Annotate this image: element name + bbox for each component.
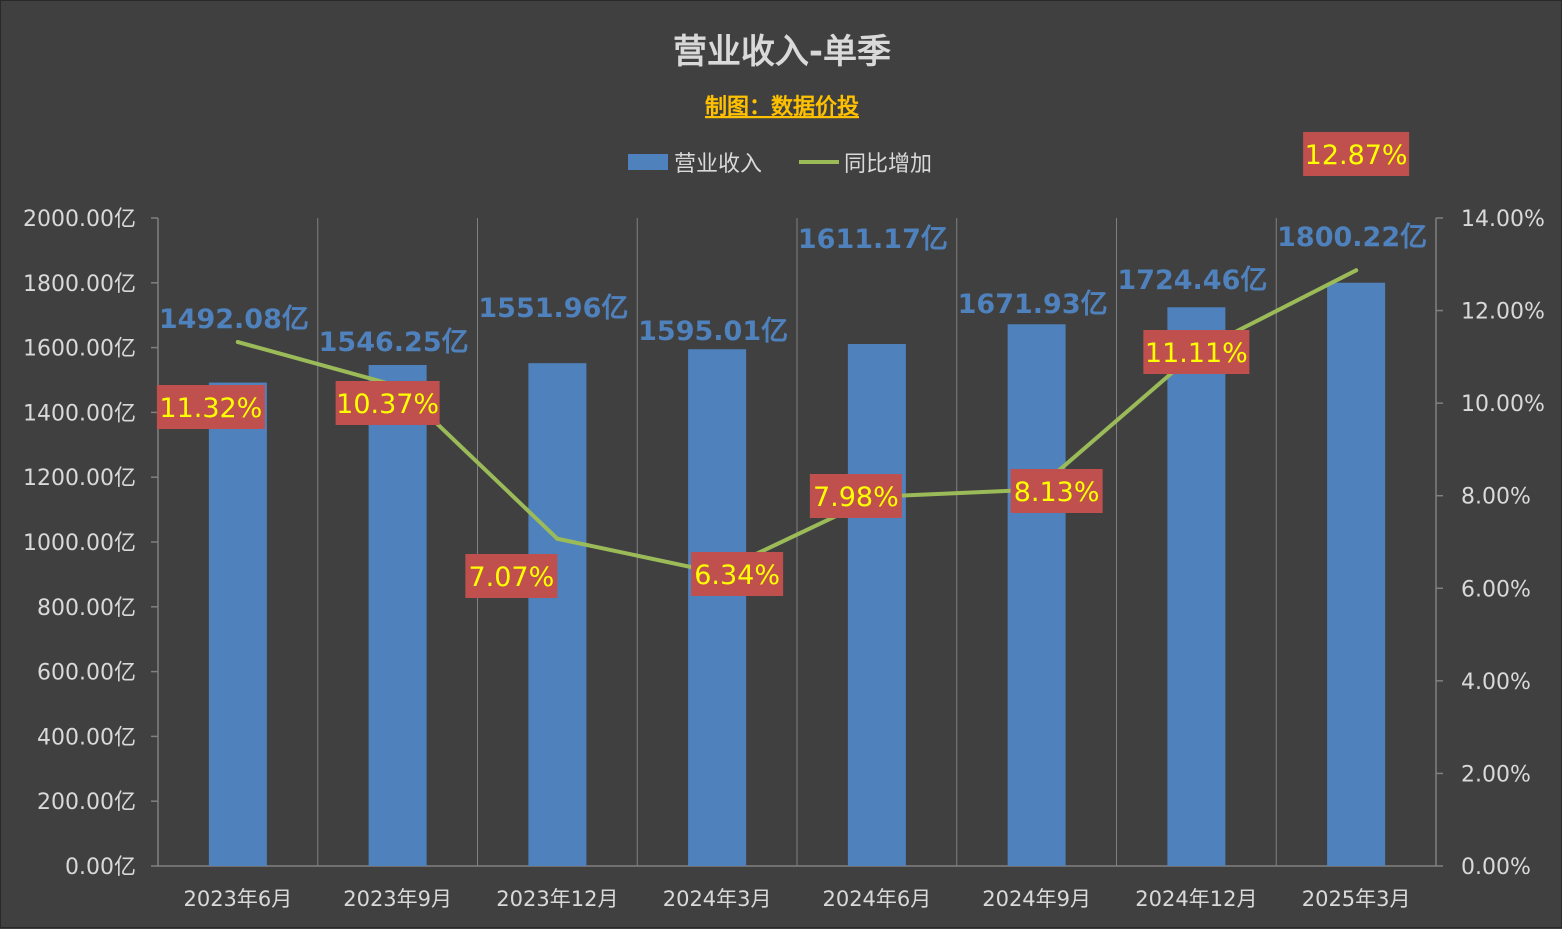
line-data-label-box [1303, 132, 1410, 176]
x-tick-label: 2024年6月 [822, 887, 931, 911]
bar [1167, 307, 1226, 866]
y-right-tick-label: 8.00% [1461, 485, 1531, 510]
y-left-tick-label: 1000.00亿 [23, 531, 136, 556]
y-left-tick-label: 800.00亿 [37, 596, 136, 621]
x-tick-label: 2024年3月 [663, 887, 772, 911]
bar-data-label: 1492.08亿 [159, 304, 309, 335]
line-data-label-box [1143, 330, 1250, 374]
line-point [1354, 268, 1359, 273]
y-left-tick-label: 0.00亿 [65, 855, 136, 880]
line-point [555, 536, 560, 541]
legend-swatch-bar [628, 154, 668, 170]
line-data-label: 6.34% [694, 560, 780, 591]
y-right-tick-label: 0.00% [1461, 855, 1531, 880]
y-left-tick-label: 400.00亿 [37, 725, 136, 750]
y-right-tick-label: 4.00% [1461, 670, 1531, 695]
line-data-label: 11.32% [159, 393, 262, 424]
line-data-label-box [1010, 469, 1103, 513]
y-left-tick-label: 1200.00亿 [23, 466, 136, 491]
bar [208, 382, 267, 866]
y-right-tick-label: 14.00% [1461, 207, 1545, 232]
y-right-tick-label: 10.00% [1461, 392, 1545, 417]
plot-area: 0.00亿 200.00亿 400.00亿 600.00亿 800.00亿 1000.00… [23, 132, 1545, 911]
bar [688, 349, 747, 866]
y-right-tick-label: 2.00% [1461, 762, 1531, 787]
y-left-tick-label: 1400.00亿 [23, 401, 136, 426]
line-data-label-box [809, 474, 902, 518]
line-data-label-box [335, 381, 440, 425]
line-data-label-box [156, 385, 265, 429]
bar-data-label: 1724.46亿 [1117, 265, 1267, 296]
bar-data-label: 1800.22亿 [1277, 222, 1427, 253]
line-data-label: 11.11% [1145, 338, 1248, 369]
legend: 营业收入 同比增加 [628, 152, 932, 177]
line-data-label: 10.37% [336, 389, 439, 420]
line-data-label: 7.07% [468, 562, 554, 593]
bar [847, 343, 906, 866]
y-left-tick-label: 1600.00亿 [23, 337, 136, 362]
y-left-tick-label: 1800.00亿 [23, 272, 136, 297]
bar-data-label: 1595.01亿 [638, 316, 788, 347]
bar-data-label: 1671.93亿 [958, 289, 1108, 320]
bar-data-label: 1611.17亿 [798, 224, 948, 255]
y-right-tick-label: 6.00% [1461, 577, 1531, 602]
y-right-tick-label: 12.00% [1461, 300, 1545, 325]
chart-title: 营业收入-单季 [673, 32, 891, 72]
x-tick-label: 2023年6月 [183, 887, 292, 911]
line-data-label: 8.13% [1014, 477, 1100, 508]
x-tick-label: 2024年9月 [982, 887, 1091, 911]
bar [1327, 282, 1386, 866]
line-point [235, 340, 240, 345]
legend-label-bar: 营业收入 [674, 152, 762, 177]
x-tick-label: 2025年3月 [1302, 887, 1411, 911]
bar [1007, 324, 1066, 866]
x-tick-label: 2024年12月 [1135, 887, 1257, 911]
bar [528, 363, 587, 866]
y-left-tick-label: 200.00亿 [37, 790, 136, 815]
chart-subtitle: 制图：数据价投 [705, 94, 859, 120]
line-data-label-box [691, 552, 784, 596]
line-data-label: 7.98% [813, 482, 899, 513]
legend-label-line: 同比增加 [844, 152, 932, 177]
line-data-label-box [465, 554, 558, 598]
y-left-tick-label: 600.00亿 [37, 661, 136, 686]
bar [368, 365, 427, 866]
line-data-label: 12.87% [1305, 140, 1408, 171]
bar-data-label: 1551.96亿 [478, 293, 628, 324]
x-tick-label: 2023年12月 [496, 887, 618, 911]
bar-data-label: 1546.25亿 [319, 327, 469, 358]
x-tick-label: 2023年9月 [343, 887, 452, 911]
y-left-tick-label: 2000.00亿 [23, 207, 136, 232]
